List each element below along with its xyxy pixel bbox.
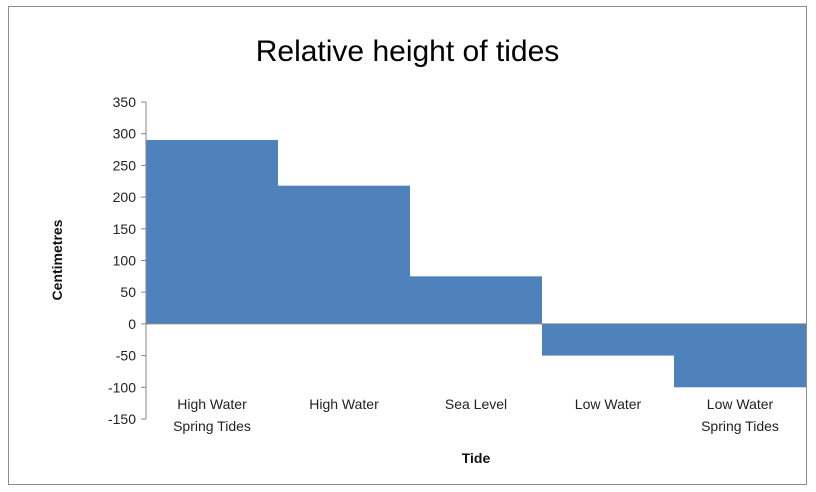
y-tick-label: 150	[113, 221, 137, 237]
y-axis-title: Centimetres	[49, 219, 65, 300]
y-tick-label: -50	[116, 348, 136, 364]
x-axis-title: Tide	[462, 450, 491, 466]
bar	[146, 140, 278, 324]
y-tick-label: 50	[120, 284, 136, 300]
x-tick-label: High Water	[309, 396, 379, 412]
chart-title: Relative height of tides	[255, 35, 560, 68]
y-tick-label: 200	[113, 189, 137, 205]
y-tick-label: 100	[113, 253, 137, 269]
bar	[278, 185, 410, 324]
y-tick-label: 350	[113, 94, 137, 110]
x-tick-label: Low Water	[575, 396, 642, 412]
y-tick-label: 0	[128, 316, 136, 332]
x-tick-label: Low Water Spring Tides	[701, 396, 779, 434]
y-tick-label: -150	[108, 411, 136, 427]
bar	[542, 323, 674, 356]
x-tick-label: Sea Level	[445, 396, 507, 412]
y-tick-label: 250	[113, 157, 137, 173]
x-tick-label: High Water Spring Tides	[173, 396, 251, 434]
y-tick-label: -100	[108, 379, 136, 395]
y-tick-label: 300	[113, 126, 137, 142]
bar	[410, 276, 542, 324]
bar	[674, 323, 806, 388]
